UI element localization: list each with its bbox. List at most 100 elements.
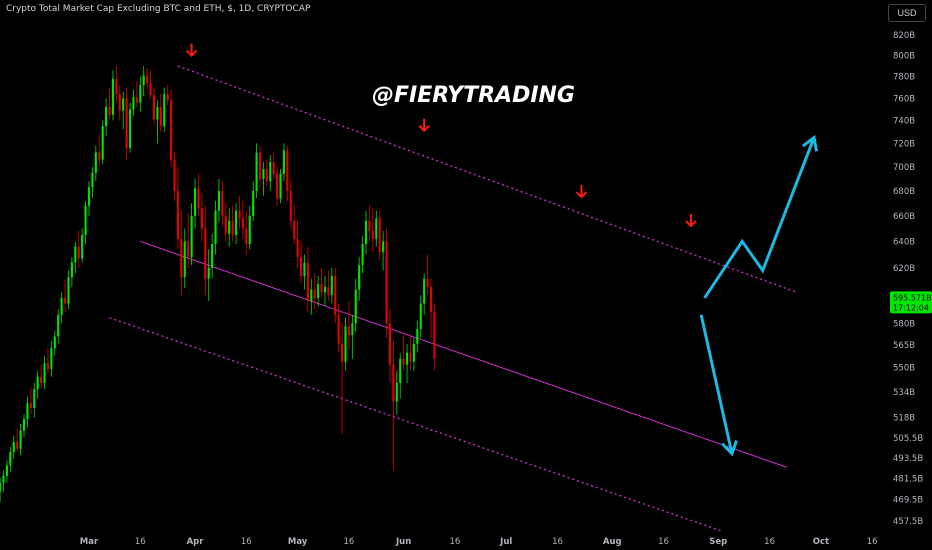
x-tick-label: Aug [603, 537, 622, 547]
y-tick-label: 493.5B [893, 454, 923, 464]
candle-body [375, 218, 378, 239]
candle-body [214, 210, 217, 245]
candle-body [183, 241, 186, 278]
candle-body [272, 162, 275, 174]
time-axis[interactable]: Mar 16 Apr 16 May 16 Jun 16 Jul 16 Aug 16 Sep 16 Oct 16 [80, 537, 878, 547]
candle-body [152, 95, 156, 120]
candle-body [378, 218, 381, 252]
y-tick-label: 518B [893, 414, 915, 424]
candle-body [84, 205, 87, 235]
candle-body [395, 382, 398, 402]
candle-body [371, 231, 374, 239]
candle-body [40, 376, 43, 383]
peak-arrow-head [185, 49, 198, 57]
candle-body [385, 241, 388, 324]
candle-body [238, 210, 241, 219]
candle-body [368, 220, 371, 232]
candle-body [187, 241, 190, 258]
candle-body [125, 98, 128, 148]
price-tag-value: 595.571B [893, 293, 932, 302]
candle-body [423, 278, 426, 304]
candle-body [426, 278, 429, 287]
candle-body [317, 284, 320, 298]
x-tick-label: Apr [187, 537, 205, 547]
candle-body [142, 75, 145, 86]
candle-body [12, 442, 15, 453]
candle-body [310, 289, 313, 301]
candle-body [354, 289, 357, 324]
x-tick-label: 16 [135, 537, 146, 547]
candle-body [248, 215, 251, 245]
y-tick-label: 760B [893, 94, 915, 104]
y-tick-label: 469.5B [893, 495, 923, 505]
y-tick-label: 680B [893, 187, 915, 197]
y-tick-label: 700B [893, 163, 915, 173]
candle-body [29, 403, 32, 408]
candle-body [299, 257, 303, 276]
x-tick-label: 16 [552, 537, 563, 547]
x-tick-label: May [288, 537, 308, 547]
candle-body [217, 190, 221, 211]
candle-body [16, 442, 19, 449]
y-tick-label: 740B [893, 116, 915, 126]
x-tick-label: Sep [709, 537, 727, 547]
candle-body [166, 93, 169, 101]
projection-arrowhead-bullish [802, 134, 819, 152]
candle-body [320, 284, 323, 293]
candle-body [252, 190, 255, 216]
candle-body [392, 364, 395, 402]
currency-button[interactable]: USD [888, 4, 926, 22]
candle-body [406, 352, 409, 365]
x-tick-label: Oct [813, 537, 829, 547]
candle-body [5, 465, 8, 476]
candle-body [419, 303, 422, 330]
candle-body [341, 343, 344, 362]
candle-body [26, 403, 29, 420]
candle-body [286, 150, 289, 191]
y-tick-label: 640B [893, 237, 915, 247]
candle-body [337, 314, 340, 344]
candle-body [163, 93, 166, 127]
candle-body [303, 262, 306, 276]
current-price-tag: 595.571B 17:12:04 [890, 291, 932, 314]
channel-line-middle [140, 240, 787, 468]
candle-body [176, 190, 179, 239]
candle-body [416, 329, 419, 344]
candle-body [67, 277, 70, 304]
candle-body [180, 238, 183, 278]
candle-body [122, 98, 125, 111]
candle-body [57, 314, 60, 337]
candle-body [159, 107, 162, 127]
candle-body [9, 452, 12, 466]
y-tick-label: 800B [893, 52, 915, 62]
candle-body [330, 275, 333, 296]
candle-body [255, 152, 258, 191]
projection-path-bullish [703, 137, 816, 299]
candle-body [118, 93, 121, 111]
candle-body [334, 275, 337, 315]
x-tick-label: 16 [241, 537, 252, 547]
candle-body [132, 97, 135, 110]
candle-body [258, 152, 262, 179]
candle-body [87, 187, 91, 206]
candle-body [279, 173, 282, 199]
candle-body [245, 228, 248, 245]
candle-body [382, 241, 385, 252]
candle-body [170, 100, 173, 160]
candle-body [108, 107, 111, 115]
y-tick-label: 550B [893, 364, 915, 374]
candle-body [200, 208, 203, 229]
y-tick-label: 534B [893, 388, 915, 398]
projection-arrowhead-bearish [721, 439, 738, 457]
price-axis[interactable]: 820B 800B 780B 760B 740B 720B 700B 680B 660B 640B… [893, 31, 923, 527]
candle-body [412, 343, 415, 362]
candle-body [105, 107, 108, 127]
candle-body [98, 152, 101, 160]
candlestick-series [0, 66, 436, 503]
candle-body [351, 323, 354, 335]
candle-body [276, 173, 279, 199]
candle-body [241, 218, 244, 229]
price-tag-background [890, 291, 932, 314]
